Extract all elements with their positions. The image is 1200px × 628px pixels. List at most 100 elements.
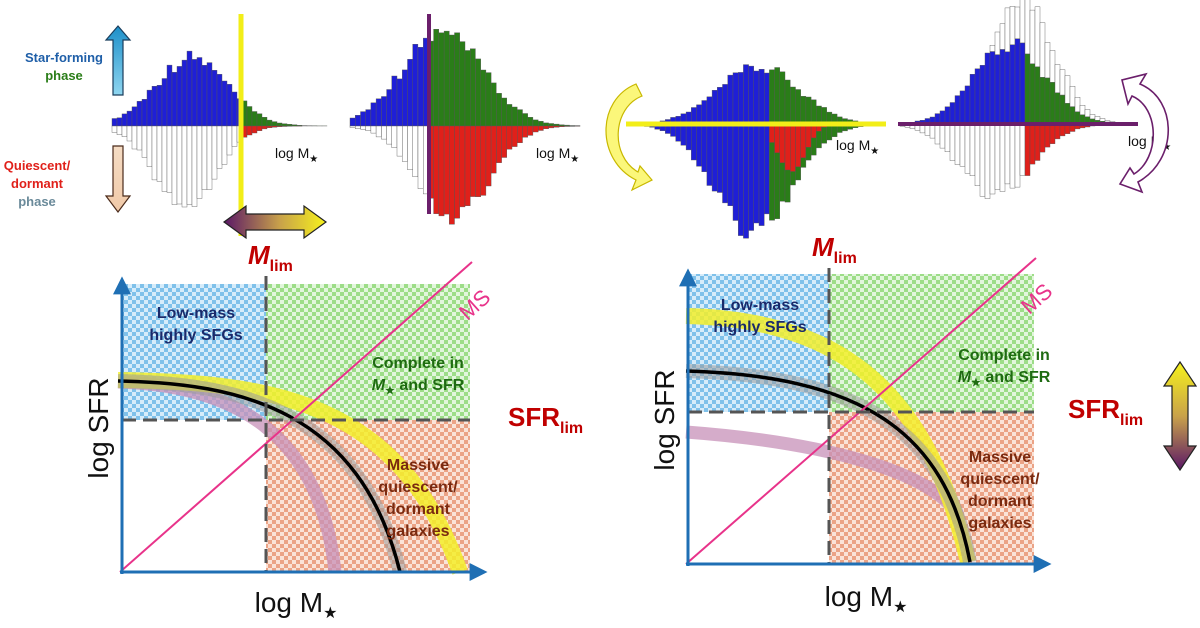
hist-bar-down [355,126,360,129]
hist-bar-down [376,126,381,137]
hist-bar-down [564,126,569,127]
hist-bar-down [1000,124,1005,192]
hist-bar-up [1015,39,1020,124]
hist-bar-up [743,65,748,124]
hist-bar-up [523,114,528,127]
hist-bar-down [366,126,371,131]
hist-bar-down [177,126,182,204]
hist-bar-up [112,119,117,127]
hist-bar-down [470,126,475,197]
hist-bar-down [702,124,707,172]
left-diagram: MS Low-mass highly SFGs Complete in M★ a… [83,240,583,622]
hist-bar-down [1015,124,1020,187]
hist-bar-up [262,117,267,126]
hist-bar-up [790,87,795,124]
hist-bar-down [1005,124,1010,184]
hist-bar-up [127,111,132,126]
right-diagram: MS Low-mass highly SFGs Complete in M★ a… [649,232,1196,616]
hist-bar-up [995,55,1000,124]
left-massive-label-3: dormant [386,501,451,518]
hist-bar-up [1060,95,1065,124]
hist-bar-down [955,124,960,165]
hist-bar-down [132,126,137,149]
hist-bar-up [350,118,355,126]
hist-bar-down [975,124,980,186]
hist-bar-up [769,70,774,124]
hist-bar-down [940,124,945,148]
hist-bar-up [162,79,167,127]
hist-bar-down [247,126,252,135]
hist-bar-up [549,124,554,127]
hist-bar-up [1005,52,1010,124]
hist-bar-up [945,107,950,124]
left-massive-label-1: Massive [387,457,449,474]
hist-bar-red [790,124,795,172]
hist-bar-up [707,97,712,124]
hist-bar-up [985,53,990,124]
hist-bar-down [549,126,554,128]
hist-bar-down [507,126,512,149]
hist-bar-down [1055,124,1060,139]
right-massive-label-3: dormant [968,493,1033,510]
hist-bar-down [1045,124,1050,147]
hist-bar-up [785,80,790,124]
hist-bar-outline [1065,76,1070,104]
hist-bar-down [182,126,187,207]
hist-bar-down [764,124,769,214]
hist-bar-up [182,60,187,126]
hist-bar-down [187,126,192,205]
right-complete-label-1: Complete in [958,347,1050,364]
hist-bar-up [397,79,402,126]
hist-bar-down [460,126,465,207]
hist-bar-down [192,126,197,207]
histograms [112,0,1138,238]
hist-bar-up [232,92,237,126]
hist-bar-up [439,33,444,126]
hist-bar-down [267,126,272,128]
hist-bar-down [990,124,995,194]
hist-bar-up [733,73,738,124]
right-lowmass-label-1: Low-mass [721,297,799,314]
hist-bar-down [127,126,132,141]
hist-bar-outline [1085,110,1090,117]
hist-bar-up [444,31,449,126]
hist-bar-down [227,126,232,155]
hist-bar-down [361,126,366,129]
hist-bar-down [1035,124,1040,161]
hist-bar-up [1050,82,1055,124]
hist-bar-up [775,68,780,125]
hist-bar-down [533,126,538,132]
hist-bar-down [197,126,202,198]
left-mlim-label: Mlim [248,240,293,275]
hist-bar-down [381,126,386,139]
hist-bar-down [147,126,152,167]
right-massive-label-1: Massive [969,449,1031,466]
hist-bar-up [1065,103,1070,124]
hist-bar-red [775,124,780,153]
hist-bar-up [806,97,811,124]
phase-legend: Star-forming phase Quiescent/ dormant ph… [4,26,130,212]
hist-bar-down [371,126,376,133]
hist-bar-outline [1030,10,1035,64]
hist-bar-up [376,99,381,126]
dormant-label: dormant [11,176,64,191]
hist-bar-up [950,103,955,125]
hist-bar-down [167,126,172,192]
hist-bar-down [985,124,990,199]
left-complete-label-1: Complete in [372,355,464,372]
hist-bar-down [759,124,764,226]
hist-bar-up [712,90,717,124]
hist-bar-down [465,126,470,206]
hist-bar-down [1040,124,1045,152]
right-massive-label-2: quiescent/ [960,471,1040,488]
hist-bar-down [676,124,681,141]
hist-bar-down [733,124,738,221]
hist-bar-outline [1005,8,1010,52]
hist-bar-down [697,124,702,166]
hist-bar-up [801,96,806,124]
hist-bar-down [252,126,257,133]
hist-bar-down [122,126,127,137]
hist-bar-outline [1020,0,1025,43]
hist-bar-up [533,120,538,126]
